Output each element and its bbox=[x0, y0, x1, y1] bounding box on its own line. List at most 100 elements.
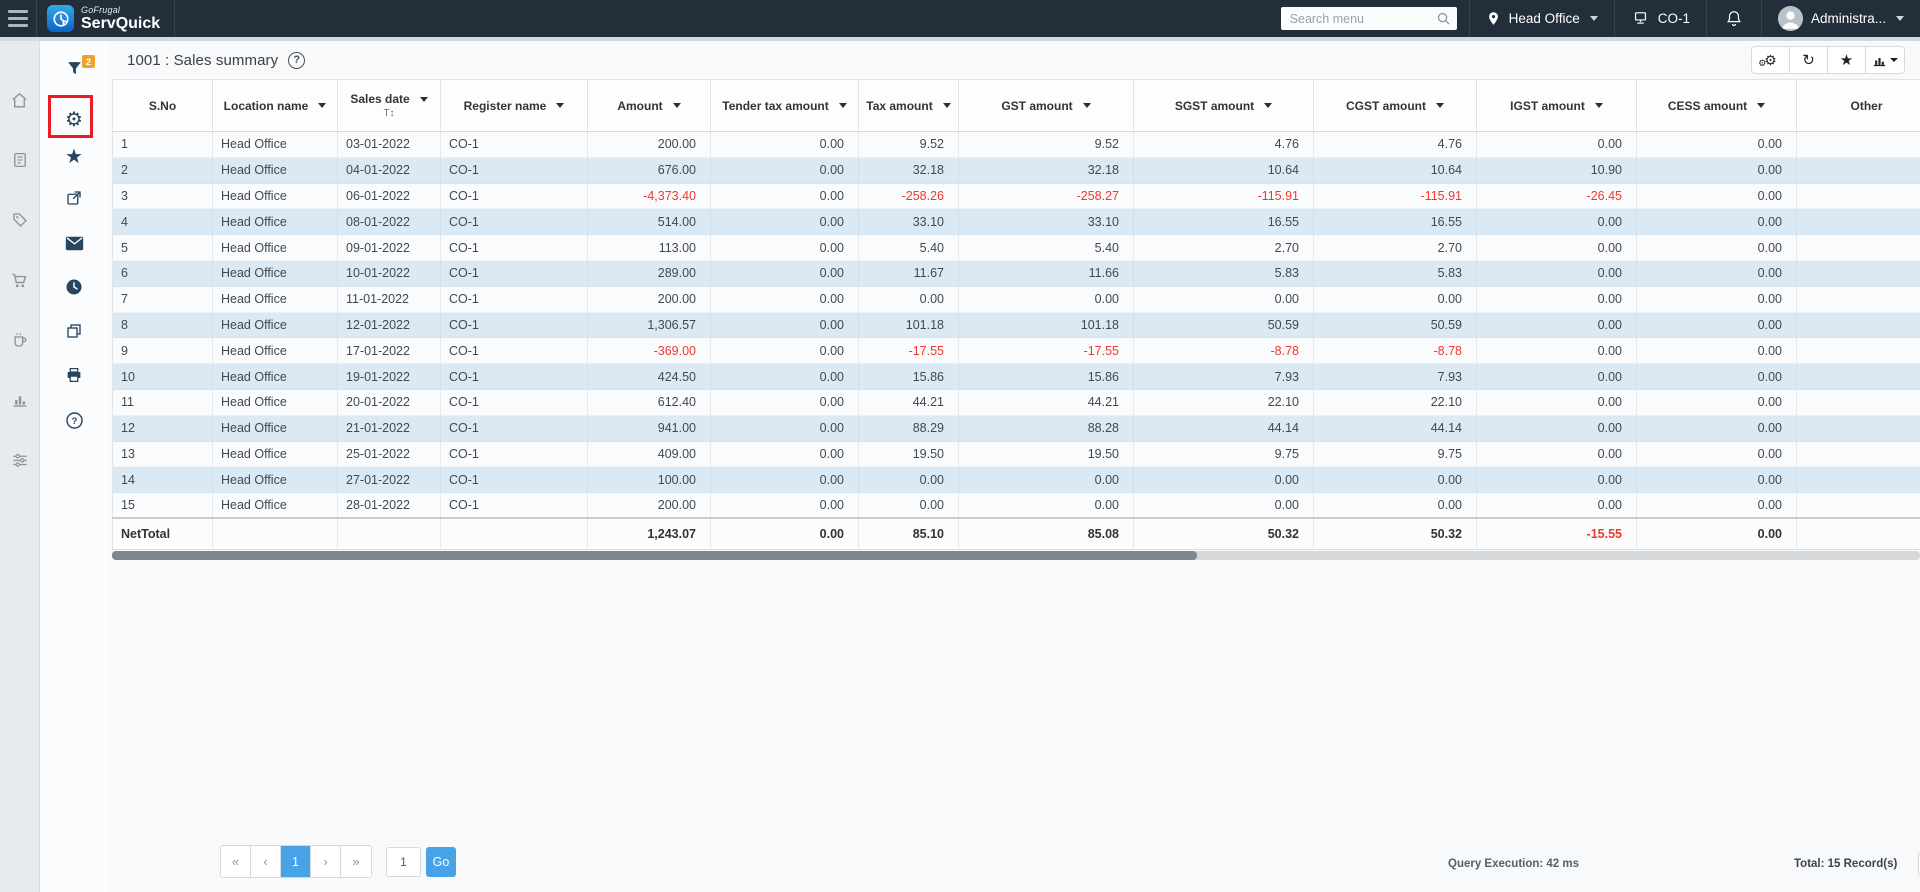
column-dropdown-icon[interactable] bbox=[419, 96, 428, 102]
column-header-sales_date[interactable]: Sales date T↕ bbox=[337, 79, 441, 132]
cell-sales_date: 27-01-2022 bbox=[337, 466, 441, 494]
cell-sno: 11 bbox=[112, 389, 213, 416]
svg-text:?: ? bbox=[71, 415, 77, 426]
cell-sgst_amount: 44.14 bbox=[1133, 415, 1314, 442]
chart-view-icon[interactable] bbox=[1866, 47, 1904, 73]
print-icon[interactable] bbox=[60, 362, 88, 388]
settings-gear-icon[interactable]: ⚙ bbox=[60, 107, 88, 133]
column-label: Tender tax amount bbox=[722, 98, 829, 113]
cell-cess_amount: 0.00 bbox=[1636, 389, 1797, 416]
per-page-select[interactable]: 50 per page bbox=[1918, 852, 1920, 876]
user-menu[interactable]: Administra... bbox=[1762, 0, 1920, 37]
cell-cgst_amount: 22.10 bbox=[1313, 389, 1477, 416]
cell-sno: 4 bbox=[112, 208, 213, 236]
cell-gst_amount: 11.66 bbox=[958, 260, 1134, 287]
cell-location_name: Head Office bbox=[212, 131, 338, 158]
schedule-clock-icon[interactable] bbox=[60, 274, 88, 300]
location-selector[interactable]: Head Office bbox=[1470, 0, 1614, 37]
sliders-icon[interactable] bbox=[7, 447, 33, 473]
divider bbox=[0, 37, 1920, 41]
page-1-button[interactable]: 1 bbox=[281, 846, 311, 877]
cell-register_name: CO-1 bbox=[440, 260, 588, 287]
nettotal-register_name bbox=[440, 517, 588, 550]
horizontal-scrollbar-track[interactable] bbox=[112, 550, 1920, 560]
nettotal-location_name bbox=[212, 517, 338, 550]
column-dropdown-icon[interactable] bbox=[838, 103, 847, 108]
column-header-amount[interactable]: Amount bbox=[587, 79, 711, 132]
cell-tender_tax_amount: 0.00 bbox=[710, 363, 859, 390]
column-header-tender_tax_amount[interactable]: Tender tax amount bbox=[710, 79, 859, 132]
column-header-tax_amount[interactable]: Tax amount bbox=[858, 79, 959, 132]
cell-tax_amount: 5.40 bbox=[858, 234, 959, 261]
goto-page-input[interactable] bbox=[386, 846, 421, 877]
price-tag-icon[interactable] bbox=[7, 207, 33, 233]
cell-register_name: CO-1 bbox=[440, 234, 588, 261]
windows-icon[interactable] bbox=[60, 318, 88, 344]
column-dropdown-icon[interactable] bbox=[556, 103, 565, 108]
column-label: S.No bbox=[148, 98, 177, 113]
horizontal-scrollbar-thumb[interactable] bbox=[112, 550, 1197, 560]
column-dropdown-icon[interactable] bbox=[1264, 103, 1273, 108]
column-header-register_name[interactable]: Register name bbox=[440, 79, 588, 132]
export-icon[interactable] bbox=[60, 185, 88, 211]
go-button[interactable]: Go bbox=[426, 846, 456, 877]
filter-icon[interactable] bbox=[60, 55, 88, 81]
cell-cess_amount: 0.00 bbox=[1636, 337, 1797, 365]
prev-page-button[interactable]: ‹ bbox=[251, 846, 281, 877]
cell-cgst_amount: 0.00 bbox=[1313, 286, 1477, 313]
column-dropdown-icon[interactable] bbox=[1436, 103, 1444, 108]
food-drink-icon[interactable] bbox=[7, 327, 33, 353]
favorite-star-icon[interactable]: ★ bbox=[60, 144, 88, 170]
table-row: 11 Head Office 20-01-2022 CO-1 612.40 0.00 44.… bbox=[112, 389, 1920, 416]
cell-sno: 7 bbox=[112, 286, 213, 313]
cell-gst_amount: 15.86 bbox=[958, 363, 1134, 390]
column-label: Tax amount bbox=[866, 98, 933, 113]
chevron-down-icon bbox=[1890, 58, 1898, 62]
report-help-icon[interactable]: ? bbox=[288, 51, 306, 69]
refresh-icon[interactable]: ↻ bbox=[1790, 47, 1828, 73]
manage-gears-icon[interactable]: ⚙ ⚙ bbox=[1752, 47, 1790, 73]
home-icon[interactable] bbox=[7, 87, 33, 113]
column-header-cess_amount[interactable]: CESS amount bbox=[1636, 79, 1797, 132]
column-label: Register name bbox=[463, 98, 547, 113]
analytics-chart-icon[interactable] bbox=[7, 387, 33, 413]
column-label: GST amount bbox=[1001, 98, 1073, 113]
hamburger-menu-button[interactable] bbox=[0, 0, 37, 37]
total-records: Total: 15 Record(s) bbox=[1794, 858, 1898, 870]
brand-logo[interactable]: GoFrugal ServQuick bbox=[37, 0, 176, 37]
cell-tender_tax_amount: 0.00 bbox=[710, 208, 859, 236]
cell-other bbox=[1796, 337, 1920, 365]
column-dropdown-icon[interactable] bbox=[1082, 103, 1091, 108]
column-dropdown-icon[interactable] bbox=[1757, 103, 1766, 108]
column-header-gst_amount[interactable]: GST amount bbox=[958, 79, 1134, 132]
cell-gst_amount: 88.28 bbox=[958, 415, 1134, 442]
table-row: 12 Head Office 21-01-2022 CO-1 941.00 0.00 88.… bbox=[112, 415, 1920, 442]
column-header-location_name[interactable]: Location name bbox=[212, 79, 338, 132]
cell-gst_amount: 32.18 bbox=[958, 157, 1134, 184]
help-icon[interactable]: ? bbox=[60, 407, 88, 433]
cart-icon[interactable] bbox=[7, 267, 33, 293]
column-dropdown-icon[interactable] bbox=[672, 103, 681, 108]
reports-book-icon[interactable] bbox=[7, 147, 33, 173]
column-dropdown-icon[interactable] bbox=[942, 103, 951, 108]
cell-amount: 113.00 bbox=[587, 234, 711, 261]
cell-gst_amount: -17.55 bbox=[958, 337, 1134, 365]
column-dropdown-icon[interactable] bbox=[318, 103, 327, 108]
column-header-igst_amount[interactable]: IGST amount bbox=[1476, 79, 1637, 132]
star-icon[interactable]: ★ bbox=[1828, 47, 1866, 73]
notifications-bell-icon[interactable] bbox=[1707, 9, 1761, 28]
register-icon bbox=[1631, 10, 1650, 27]
first-page-button[interactable]: « bbox=[221, 846, 251, 877]
cell-sales_date: 09-01-2022 bbox=[337, 234, 441, 261]
cell-other bbox=[1796, 234, 1920, 261]
register-selector[interactable]: CO-1 bbox=[1615, 0, 1706, 37]
column-header-cgst_amount[interactable]: CGST amount bbox=[1313, 79, 1477, 132]
search-input[interactable] bbox=[1280, 7, 1457, 30]
column-header-sgst_amount[interactable]: SGST amount bbox=[1133, 79, 1314, 132]
cell-sales_date: 11-01-2022 bbox=[337, 286, 441, 313]
email-icon[interactable] bbox=[60, 230, 88, 256]
last-page-button[interactable]: » bbox=[341, 846, 371, 877]
column-dropdown-icon[interactable] bbox=[1594, 103, 1603, 108]
next-page-button[interactable]: › bbox=[311, 846, 341, 877]
cell-sales_date: 08-01-2022 bbox=[337, 208, 441, 236]
